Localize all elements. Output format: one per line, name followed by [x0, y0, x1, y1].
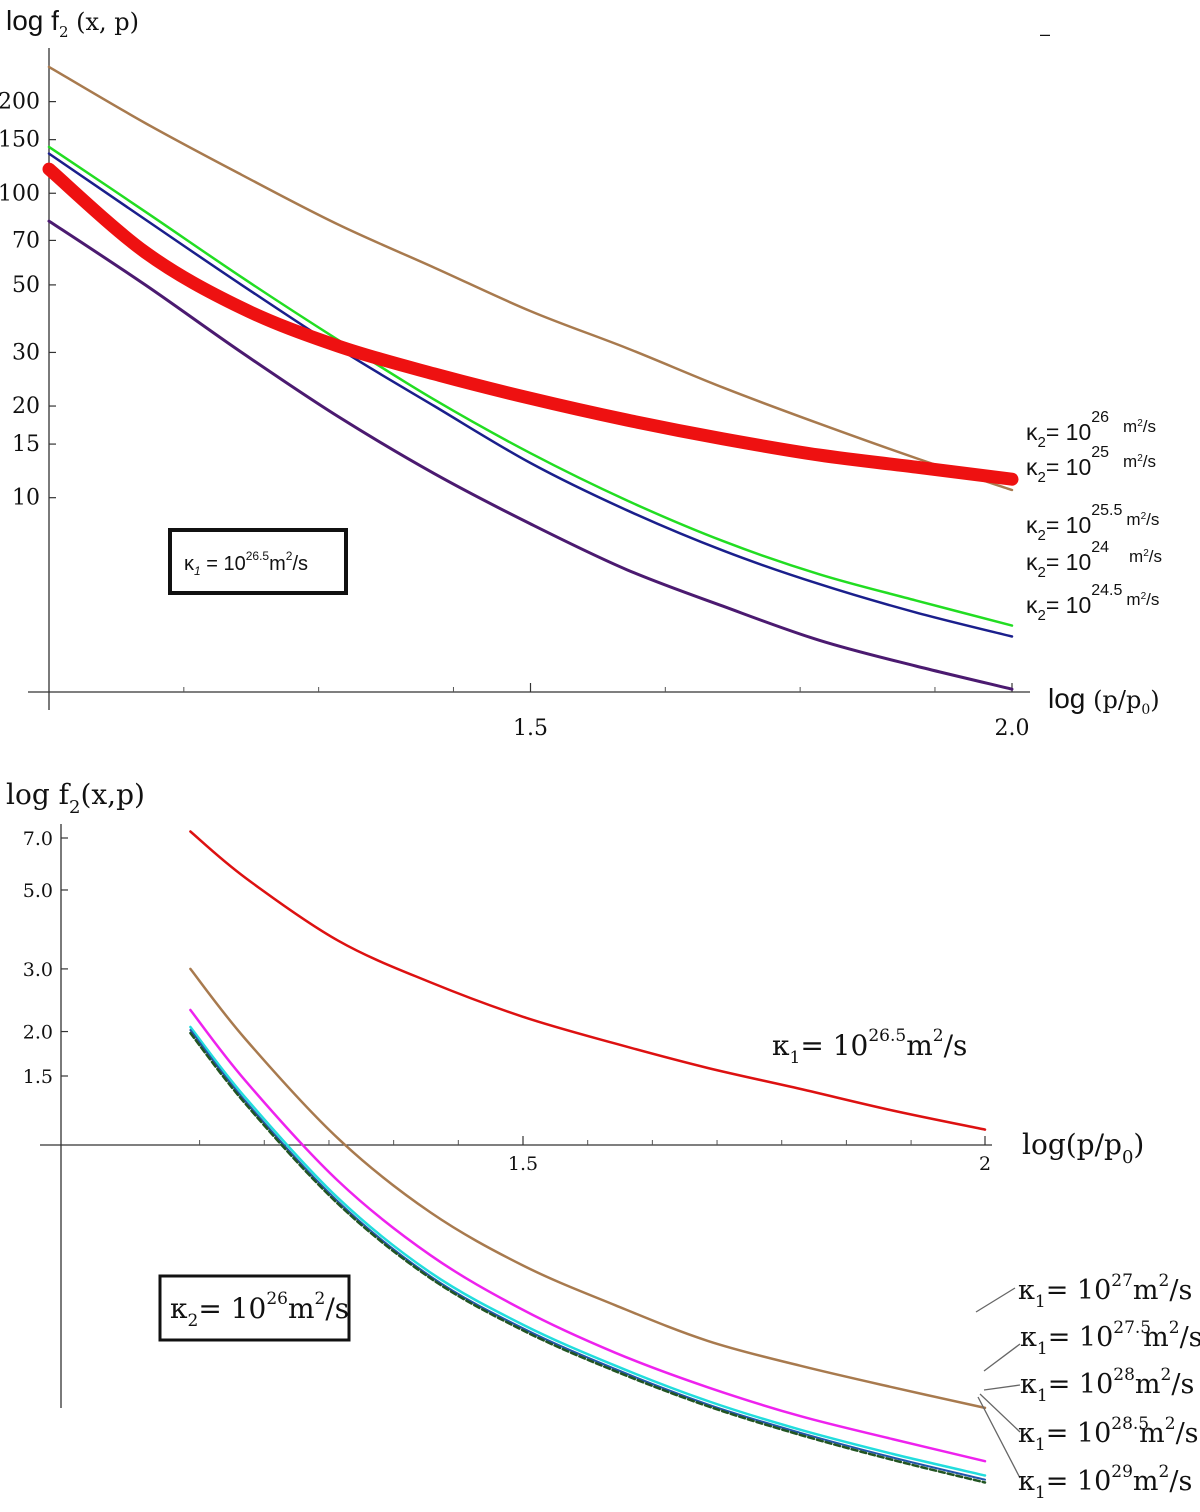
top-y-ticks: 200 150 100 70 50 30 20 15 10 — [0, 90, 56, 511]
bottom-x-axis-label: log(p/p0) — [1022, 1128, 1144, 1168]
y-tick-label: 70 — [12, 228, 40, 253]
x-tick-label: 1.5 — [513, 716, 548, 741]
y-tick-label: 5.0 — [23, 880, 53, 902]
leader-line — [977, 1396, 1021, 1479]
y-tick-label: 50 — [12, 273, 40, 298]
leader-line — [975, 1287, 1016, 1313]
y-tick-label: 2.0 — [23, 1022, 53, 1044]
series-line — [47, 145, 1014, 627]
bottom-legend-label: κ1= 1028.5m2/s — [1018, 1414, 1199, 1455]
bottom-legend-label: κ1= 1027.5m2/s — [1020, 1318, 1200, 1359]
bottom-y-ticks: 7.0 5.0 3.0 2.0 1.5 — [23, 828, 68, 1088]
series-line — [189, 1025, 987, 1477]
top-annotation-text: κ1 = 1026.5m2/s — [184, 549, 308, 578]
x-tick-label: 2.0 — [995, 716, 1030, 741]
series-line — [189, 967, 987, 1410]
top-legend-label: κ2= 1024.5 m2/s — [1026, 582, 1159, 624]
top-legend: κ2= 1026 m2/s κ2= 1025 m2/s κ2= 1025.5 m2/s… — [1026, 409, 1162, 624]
bottom-legend-label: κ1= 1029m2/s — [1018, 1462, 1192, 1503]
top-legend-label: κ2= 1024 m2/s — [1026, 539, 1162, 581]
y-tick-label: 7.0 — [23, 828, 53, 850]
top-legend-label: κ2= 1025 m2/s — [1026, 444, 1156, 486]
top-annotation-box — [168, 528, 348, 595]
leader-line — [983, 1384, 1021, 1391]
panel-top: – log f2 (x, p) 200 150 100 70 50 30 20 15 10 1.… — [0, 5, 1162, 741]
bottom-legend-label: κ1= 1027m2/s — [1018, 1271, 1192, 1312]
top-legend-label: κ2= 1025.5 m2/s — [1026, 502, 1159, 544]
series-line — [42, 162, 1019, 486]
series-line — [189, 1031, 987, 1484]
bottom-series-lines — [189, 830, 987, 1484]
y-tick-label: 15 — [12, 432, 40, 457]
top-x-ticks: 1.5 2.0 — [513, 683, 1030, 741]
y-tick-label: 100 — [0, 181, 40, 206]
y-tick-label: 200 — [0, 90, 40, 115]
bottom-leader-lines — [975, 1287, 1021, 1479]
series-line — [47, 65, 1014, 492]
y-tick-label: 30 — [12, 340, 40, 365]
y-tick-label: 20 — [12, 394, 40, 419]
leader-line — [979, 1393, 1021, 1433]
bottom-annotation-text: κ2= 1026m2/s — [170, 1289, 349, 1331]
x-tick-label: 2 — [979, 1153, 991, 1175]
series-line — [189, 830, 987, 1131]
corner-mark: – — [1040, 24, 1050, 44]
bottom-x-ticks: 1.5 2 — [508, 1136, 991, 1175]
leader-line — [983, 1343, 1021, 1372]
bottom-inline-label: κ1= 1026.5m2/s — [772, 1026, 967, 1068]
y-tick-label: 10 — [12, 486, 40, 511]
top-x-axis-label: log (p/p0) — [1048, 683, 1160, 718]
y-tick-label: 1.5 — [23, 1066, 53, 1088]
series-line — [47, 219, 1014, 691]
top-series-lines — [42, 65, 1019, 691]
bottom-annotation-box — [158, 1274, 351, 1342]
bottom-y-axis-label: log f2(x,p) — [6, 778, 145, 818]
series-line — [189, 1029, 986, 1481]
series-line — [47, 152, 1014, 638]
top-y-axis-label: log f2 (x, p) — [6, 5, 139, 41]
x-tick-label: 1.5 — [508, 1153, 538, 1175]
bottom-legend-label: κ1= 1028m2/s — [1020, 1365, 1194, 1406]
bottom-x-minor-ticks — [199, 1140, 912, 1145]
panel-bottom: log f2(x,p) 7.05.03.02.01.5 1.5 2 log(p/p… — [6, 778, 1200, 1503]
top-x-minor-ticks — [183, 687, 936, 692]
bottom-legend: κ1= 1027m2/s κ1= 1027.5m2/s κ1= 1028m2/s… — [1018, 1271, 1200, 1503]
series-line — [189, 1008, 987, 1463]
y-tick-label: 3.0 — [23, 959, 53, 981]
y-tick-label: 150 — [0, 128, 40, 153]
top-legend-label: κ2= 1026 m2/s — [1026, 409, 1156, 451]
